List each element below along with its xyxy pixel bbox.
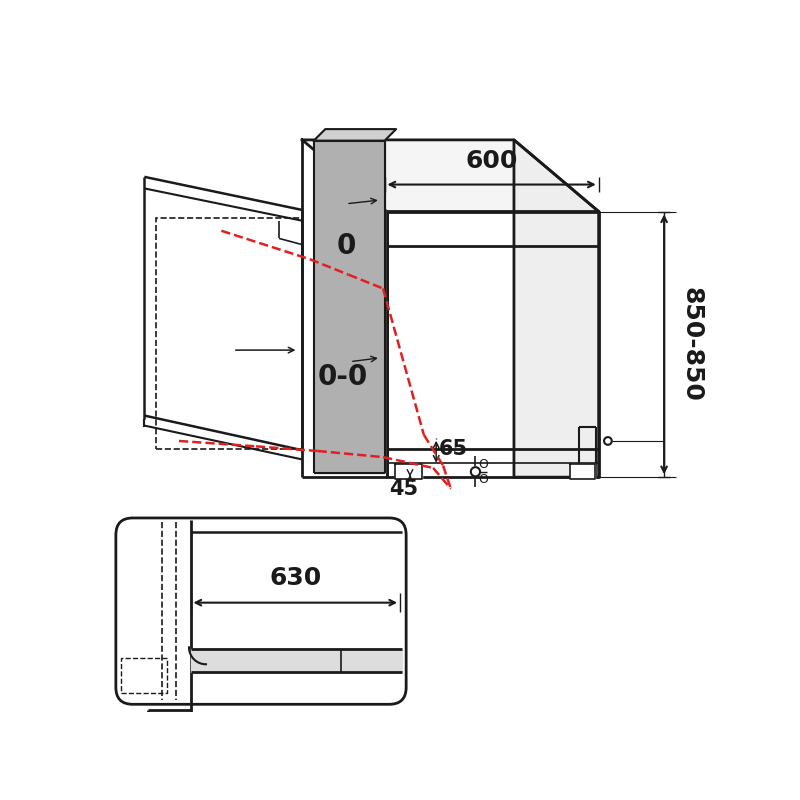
Text: 850-850: 850-850: [679, 287, 703, 402]
FancyBboxPatch shape: [116, 518, 406, 704]
Text: 0-0: 0-0: [318, 363, 368, 391]
Text: O: O: [478, 473, 488, 486]
Polygon shape: [394, 464, 422, 479]
Text: 600: 600: [466, 150, 518, 174]
Text: 630: 630: [269, 566, 322, 590]
Polygon shape: [514, 140, 598, 477]
Polygon shape: [302, 140, 598, 211]
Polygon shape: [314, 141, 385, 474]
Circle shape: [604, 437, 612, 445]
Circle shape: [471, 467, 480, 476]
Polygon shape: [387, 211, 598, 477]
Polygon shape: [190, 649, 402, 672]
Text: 65: 65: [438, 439, 468, 459]
Polygon shape: [314, 129, 396, 141]
Text: O: O: [478, 458, 488, 470]
Text: 45: 45: [390, 478, 418, 498]
Bar: [122, 658, 167, 693]
Polygon shape: [570, 464, 594, 479]
Bar: [156, 218, 302, 449]
Text: 0: 0: [337, 232, 356, 260]
